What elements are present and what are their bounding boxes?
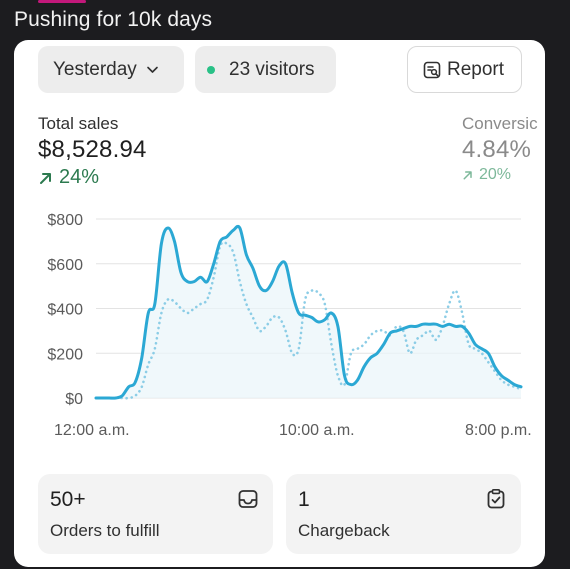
chargeback-tile[interactable]: 1 Chargeback — [286, 474, 521, 554]
conversion-label: Conversic — [462, 114, 538, 133]
total-sales-value: $8,528.94 — [38, 136, 147, 163]
sales-line-chart: $0 $200 $400 $600 $800 12:00 a.m. 10:00 a.m. 8:… — [47, 212, 532, 439]
orders-to-fulfill-value: 50+ — [50, 488, 86, 511]
arrow-up-right-icon — [463, 171, 472, 180]
chevron-down-icon — [147, 66, 158, 73]
y-tick-label: $400 — [47, 302, 83, 319]
report-label: Report — [447, 58, 505, 80]
conversion-change-value: 20% — [479, 166, 512, 183]
orders-to-fulfill-label: Orders to fulfill — [50, 521, 160, 540]
date-range-dropdown[interactable]: Yesterday — [38, 46, 184, 93]
current-series-line — [94, 224, 523, 400]
current-series-area — [96, 226, 521, 399]
report-icon — [423, 61, 441, 78]
total-sales-change-value: 24% — [59, 166, 100, 188]
conversion-change: 20% — [462, 166, 511, 184]
live-dot-icon — [207, 65, 215, 74]
arrow-up-right-icon — [40, 172, 51, 184]
visitors-badge[interactable]: 23 visitors — [195, 46, 336, 93]
y-tick-label: $800 — [47, 212, 83, 229]
total-sales-label: Total sales — [38, 114, 119, 133]
top-accent-line — [38, 0, 86, 3]
chargeback-value: 1 — [298, 488, 310, 511]
report-button[interactable]: Report — [407, 46, 522, 93]
clipboard-check-icon — [487, 488, 505, 509]
conversion-value: 4.84% — [462, 136, 532, 163]
x-tick-label: 12:00 a.m. — [54, 422, 130, 439]
y-tick-label: $0 — [65, 391, 83, 408]
comparison-series-line — [94, 240, 523, 400]
x-tick-label: 8:00 p.m. — [465, 422, 532, 439]
analytics-card: Yesterday 23 visitors Report Total sales… — [14, 40, 545, 567]
date-range-label: Yesterday — [53, 58, 137, 80]
orders-to-fulfill-tile[interactable]: 50+ Orders to fulfill — [38, 474, 273, 554]
visitors-count: 23 visitors — [229, 58, 315, 80]
x-tick-label: 10:00 a.m. — [279, 422, 355, 439]
inbox-icon — [238, 490, 258, 508]
y-tick-label: $600 — [47, 257, 83, 274]
total-sales-change: 24% — [38, 166, 99, 189]
post-title: Pushing for 10k days — [14, 8, 213, 31]
y-tick-label: $200 — [47, 346, 83, 363]
chargeback-label: Chargeback — [298, 521, 390, 540]
